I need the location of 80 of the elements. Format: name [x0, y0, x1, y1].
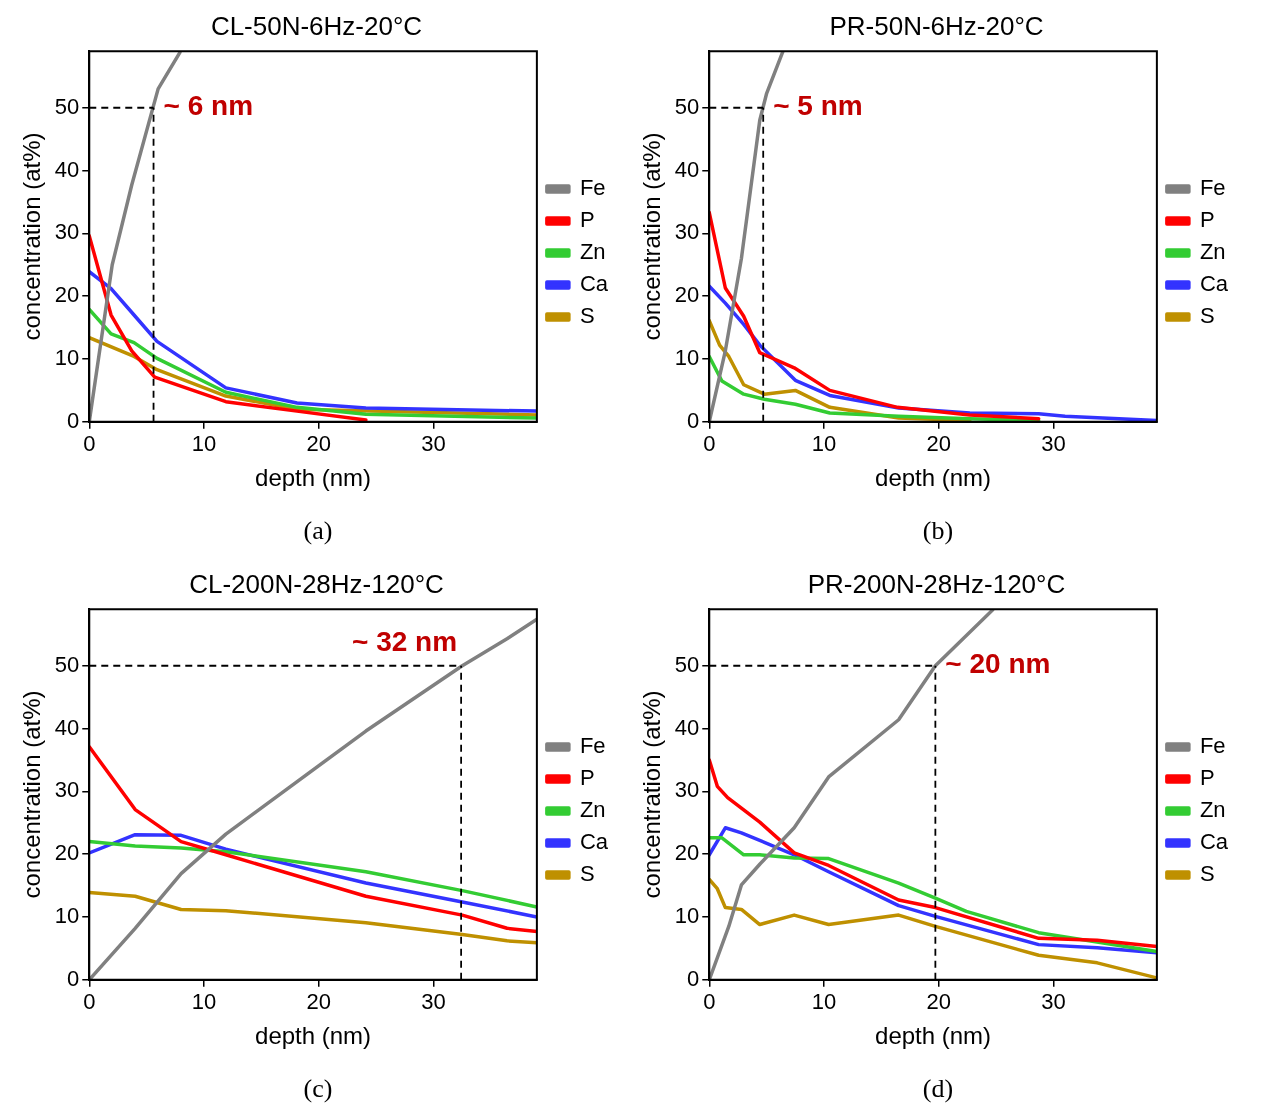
y-tick-label: 0 — [686, 407, 699, 433]
legend-label: S — [579, 861, 595, 887]
ref-line-label: ~ 32 nm — [351, 626, 457, 658]
y-tick-label: 50 — [54, 93, 79, 119]
y-tick-label: 10 — [674, 345, 699, 371]
legend-label: S — [1199, 303, 1215, 329]
y-tick-label: 0 — [66, 965, 79, 991]
y-axis-title: concentration (at%) — [17, 690, 45, 899]
x-tick-label: 20 — [306, 989, 331, 1015]
legend-label: Ca — [579, 271, 609, 297]
x-tick-label: 30 — [420, 989, 446, 1015]
y-tick-label: 10 — [54, 903, 79, 929]
y-tick-label: 50 — [674, 651, 699, 677]
y-tick-label: 20 — [674, 282, 699, 308]
y-tick-label: 20 — [54, 840, 79, 866]
x-tick-label: 30 — [1040, 989, 1066, 1015]
x-tick-label: 0 — [702, 431, 715, 457]
y-tick-label: 30 — [54, 777, 79, 803]
ref-line-label: ~ 6 nm — [163, 90, 253, 122]
chart-title: PR-200N-28Hz-120°C — [807, 568, 1065, 599]
legend-label: Zn — [579, 239, 606, 265]
legend-label: P — [579, 207, 595, 233]
chart-title: CL-200N-28Hz-120°C — [188, 568, 444, 599]
ref-line-label: ~ 20 nm — [944, 648, 1050, 680]
ref-line-label: ~ 5 nm — [772, 90, 863, 122]
x-tick-label: 10 — [191, 989, 216, 1015]
y-axis-title: concentration (at%) — [637, 690, 665, 899]
x-tick-label: 10 — [811, 431, 836, 457]
text: (b) — [922, 516, 954, 546]
legend-label: Fe — [579, 733, 606, 759]
legend-label: S — [1199, 861, 1215, 887]
x-tick-label: 30 — [420, 431, 446, 457]
x-tick-label: 30 — [1040, 431, 1066, 457]
legend-label: Ca — [579, 829, 609, 855]
x-axis-title: depth (nm) — [254, 464, 371, 492]
x-tick-label: 0 — [82, 431, 95, 457]
legend-label: Zn — [579, 797, 606, 823]
legend-label: P — [1199, 207, 1215, 233]
legend-label: Fe — [1199, 175, 1226, 201]
y-tick-label: 10 — [54, 345, 79, 371]
x-tick-label: 20 — [926, 431, 951, 457]
y-axis-title: concentration (at%) — [17, 132, 45, 341]
x-axis-title: depth (nm) — [874, 1022, 991, 1050]
y-tick-label: 30 — [674, 777, 699, 803]
legend-label: S — [579, 303, 595, 329]
chart-title: PR-50N-6Hz-20°C — [828, 10, 1044, 41]
y-tick-label: 20 — [54, 282, 79, 308]
y-tick-label: 0 — [686, 965, 699, 991]
x-tick-label: 10 — [191, 431, 216, 457]
y-tick-label: 20 — [674, 840, 699, 866]
legend-label: Ca — [1199, 271, 1229, 297]
y-tick-label: 50 — [54, 651, 79, 677]
legend-label: P — [579, 765, 595, 791]
y-tick-label: 40 — [674, 156, 699, 182]
x-tick-label: 20 — [926, 989, 951, 1015]
y-tick-label: 40 — [54, 714, 79, 740]
legend-label: Zn — [1199, 797, 1226, 823]
y-tick-label: 30 — [54, 219, 79, 245]
text: (a) — [303, 516, 333, 546]
x-tick-label: 10 — [811, 989, 836, 1015]
y-tick-label: 0 — [66, 407, 79, 433]
x-tick-label: 20 — [306, 431, 331, 457]
chart-title: CL-50N-6Hz-20°C — [210, 10, 422, 41]
x-axis-title: depth (nm) — [874, 464, 991, 492]
x-tick-label: 0 — [702, 989, 715, 1015]
y-axis-title: concentration (at%) — [637, 132, 665, 341]
text: (d) — [922, 1074, 954, 1104]
y-tick-label: 40 — [674, 714, 699, 740]
legend-label: P — [1199, 765, 1215, 791]
text: (c) — [303, 1074, 333, 1104]
legend-label: Zn — [1199, 239, 1226, 265]
x-axis-title: depth (nm) — [254, 1022, 371, 1050]
y-tick-label: 10 — [674, 903, 699, 929]
y-tick-label: 30 — [674, 219, 699, 245]
x-tick-label: 0 — [82, 989, 95, 1015]
y-tick-label: 50 — [674, 93, 699, 119]
legend-label: Ca — [1199, 829, 1229, 855]
legend-label: Fe — [579, 175, 606, 201]
legend-label: Fe — [1199, 733, 1226, 759]
y-tick-label: 40 — [54, 156, 79, 182]
